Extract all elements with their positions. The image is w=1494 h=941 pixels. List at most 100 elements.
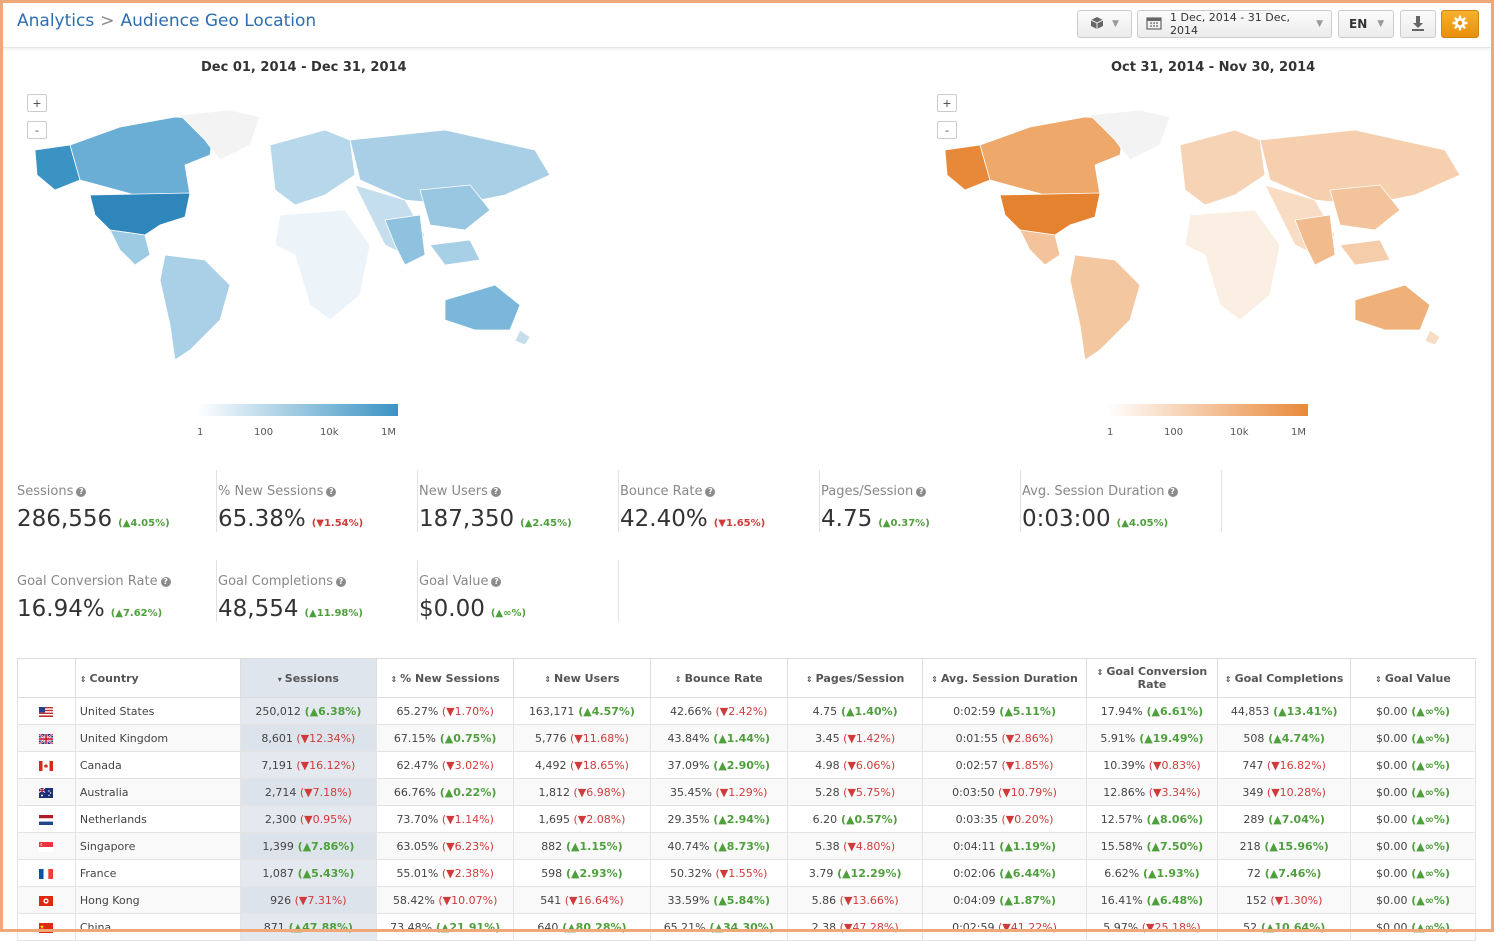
column-header-sessions[interactable]: ▾ Sessions: [239, 658, 378, 698]
cell-new-users: 882 (▲1.15%): [513, 832, 651, 860]
cell-goal-conversion-rate: 15.58% (▲7.50%): [1085, 832, 1219, 860]
help-icon[interactable]: ?: [491, 577, 502, 587]
metric-value-text: 42.40%: [620, 506, 708, 532]
cell-change: (▼2.42%): [711, 704, 768, 718]
cell-value: 40.74%: [667, 839, 710, 853]
column-header-new-sessions[interactable]: ⇕% New Sessions: [376, 658, 515, 698]
country-cell[interactable]: United Kingdom: [74, 724, 241, 752]
column-header-goal-conversion-rate[interactable]: ⇕ Goal Conversion Rate: [1085, 658, 1219, 698]
chevron-down-icon: ▼: [1316, 19, 1323, 29]
cell-goal-conversion-rate: 16.41% (▲6.48%): [1085, 886, 1219, 914]
sort-icon: ⇕: [390, 674, 398, 684]
column-header-flag: [17, 658, 76, 698]
country-cell[interactable]: Hong Kong: [74, 886, 241, 914]
cell-goal-value: $0.00 (▲∞%): [1349, 832, 1477, 860]
column-header-country[interactable]: ⇕ Country: [74, 658, 241, 698]
help-icon[interactable]: ?: [326, 487, 337, 497]
table-row[interactable]: France 1,087 (▲5.43%) 55.01% (▼2.38%) 598 (…: [17, 859, 1477, 887]
map-region-mexico: [109, 229, 151, 266]
country-cell[interactable]: China: [74, 913, 241, 941]
help-icon[interactable]: ?: [335, 577, 346, 587]
country-cell[interactable]: Canada: [74, 751, 241, 779]
sort-icon: ⇕: [805, 674, 813, 684]
table-row[interactable]: China 871 (▲47.88%) 73.48% (▲21.91%) 640 (▲…: [17, 913, 1477, 941]
table-row[interactable]: United Kingdom 8,601 (▼12.34%) 67.15% (▲0.…: [17, 724, 1477, 752]
world-map-previous[interactable]: [935, 105, 1475, 370]
zoom-in-button[interactable]: +: [27, 94, 47, 112]
cell-value: $0.00: [1375, 758, 1408, 772]
column-header-goal-value[interactable]: ⇕ Goal Value: [1349, 658, 1477, 698]
legend-gradient-previous: [1107, 404, 1308, 416]
table-row[interactable]: Singapore 1,399 (▲7.86%) 63.05% (▼6.23%) 88…: [17, 832, 1477, 860]
cell-change: (▼4.80%): [839, 839, 896, 853]
cell-value: 63.05%: [396, 839, 439, 853]
cell-value: 5.28: [815, 785, 840, 799]
language-dropdown[interactable]: EN ▼: [1338, 10, 1394, 38]
calendar-icon: [1146, 16, 1162, 33]
cell-value: 6.62%: [1104, 866, 1140, 880]
table-row[interactable]: Hong Kong 926 (▼7.31%) 58.42% (▼10.07%) 541…: [17, 886, 1477, 914]
help-icon[interactable]: ?: [705, 487, 716, 497]
cell-change: (▼16.12%): [292, 758, 356, 772]
breadcrumb-root[interactable]: Analytics: [17, 11, 95, 31]
zoom-out-button[interactable]: -: [27, 121, 47, 139]
country-cell[interactable]: United States: [74, 697, 241, 725]
world-map-current[interactable]: [25, 105, 565, 370]
cell-bounce-rate: 50.32% (▼1.55%): [649, 859, 788, 887]
help-icon[interactable]: ?: [1167, 487, 1178, 497]
country-cell[interactable]: Singapore: [74, 832, 241, 860]
cell-bounce-rate: 40.74% (▲8.73%): [649, 832, 788, 860]
help-icon[interactable]: ?: [490, 487, 501, 497]
metric-label-text: Avg. Session Duration: [1022, 484, 1165, 499]
cell-goal-conversion-rate: 10.39% (▼0.83%): [1085, 751, 1219, 779]
cell-pages-session: 5.38 (▼4.80%): [786, 832, 924, 860]
map-region-alaska: [944, 144, 991, 191]
metric-change-text: 0.37%: [890, 518, 926, 529]
column-header-avg-session-duration[interactable]: ⇕ Avg. Session Duration: [922, 658, 1087, 698]
zoom-out-button[interactable]: -: [937, 121, 957, 139]
map-region-canada: [979, 116, 1126, 196]
legend-label: 100: [254, 427, 274, 438]
help-icon[interactable]: ?: [76, 487, 87, 497]
table-row[interactable]: Australia 2,714 (▼7.18%) 66.76% (▲0.22%) 1,…: [17, 778, 1477, 806]
table-row[interactable]: United States 250,012 (▲6.38%) 65.27% (▼1.…: [17, 697, 1477, 725]
settings-button[interactable]: [1441, 10, 1479, 38]
zoom-in-button[interactable]: +: [937, 94, 957, 112]
column-header-pages-session[interactable]: ⇕ Pages/Session: [786, 658, 924, 698]
country-cell[interactable]: Australia: [74, 778, 241, 806]
country-cell[interactable]: Netherlands: [74, 805, 241, 833]
country-flag-cell: [17, 697, 76, 725]
download-button[interactable]: [1400, 10, 1436, 38]
cell-value: 10.39%: [1103, 758, 1146, 772]
help-icon[interactable]: ?: [916, 487, 927, 497]
country-cell[interactable]: France: [74, 859, 241, 887]
flag-sg-icon: [39, 841, 54, 852]
cell-new-users: 4,492 (▼18.65%): [513, 751, 651, 779]
table-row[interactable]: Canada 7,191 (▼16.12%) 62.47% (▼3.02%) 4,49…: [17, 751, 1477, 779]
cell-change: (▼6.23%): [438, 839, 494, 853]
column-header-bounce-rate[interactable]: ⇕ Bounce Rate: [649, 658, 788, 698]
table-row[interactable]: Netherlands 2,300 (▼0.95%) 73.70% (▼1.14%)…: [17, 805, 1477, 833]
cell-change: (▲15.96%): [1260, 839, 1329, 853]
segment-dropdown[interactable]: ▼: [1077, 10, 1132, 38]
language-value: EN: [1349, 17, 1368, 31]
metric-value: 4.75 (▲0.37%): [821, 506, 930, 532]
sort-icon: ⇕: [544, 674, 552, 684]
cell-change: (▲5.84%): [709, 893, 770, 907]
cell-value: 349: [1242, 785, 1264, 799]
metric-new-sessions: % New Sessions? 65.38% (▼1.54%): [218, 470, 418, 532]
cell-change: (▲1.15%): [562, 839, 623, 853]
help-icon[interactable]: ?: [160, 577, 171, 587]
metric-pages-session: Pages/Session? 4.75 (▲0.37%): [821, 470, 1021, 532]
map-region-australia: [1354, 284, 1431, 331]
cell-avg-session-duration: 0:04:09 (▲1.87%): [922, 886, 1087, 914]
column-header-new-users[interactable]: ⇕ New Users: [513, 658, 651, 698]
column-header-goal-completions[interactable]: ⇕ Goal Completions: [1217, 658, 1351, 698]
date-range-picker[interactable]: 1 Dec, 2014 - 31 Dec, 2014 ▼: [1137, 10, 1332, 38]
sort-desc-icon: ▾: [277, 674, 282, 684]
cell-goal-completions: 289 (▲7.04%): [1217, 805, 1351, 833]
column-header-label: Avg. Session Duration: [940, 671, 1078, 685]
country-flag-cell: [17, 913, 76, 941]
top-bar: Analytics > Audience Geo Location ▼ 1 Dec,…: [3, 3, 1491, 48]
cell-value: $0.00: [1375, 731, 1408, 745]
